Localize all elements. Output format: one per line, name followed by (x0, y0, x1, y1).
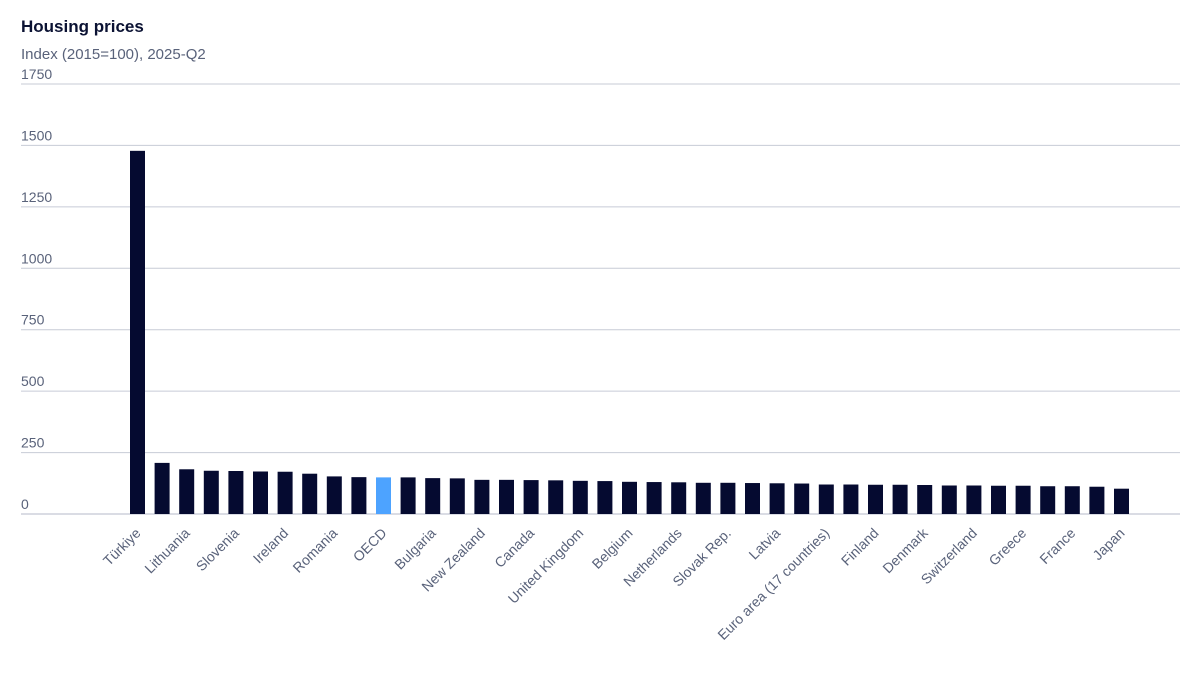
bar (326, 476, 342, 514)
x-tick-label: Japan (1089, 525, 1127, 563)
bar (720, 482, 736, 514)
y-tick-label: 1000 (21, 250, 52, 266)
y-tick-label: 500 (21, 373, 45, 389)
bar (769, 483, 785, 514)
bar (277, 471, 293, 514)
bar (130, 150, 145, 514)
bars (130, 150, 1129, 514)
bar (622, 481, 637, 514)
bar (917, 485, 933, 514)
x-tick-label: Canada (491, 525, 537, 571)
bar (646, 482, 662, 514)
x-tick-label: Türkiye (100, 525, 144, 569)
bar (818, 484, 834, 514)
grid-lines (21, 83, 1180, 515)
bar (745, 483, 760, 514)
bar (868, 484, 883, 514)
x-tick-label: Ireland (250, 525, 292, 567)
bar (572, 480, 588, 514)
bar (1040, 486, 1056, 514)
x-tick-label: Belgium (589, 525, 636, 572)
bar (203, 470, 219, 514)
y-tick-label: 750 (21, 312, 45, 328)
x-tick-label: Lithuania (141, 525, 193, 577)
x-tick-label: Slovenia (193, 525, 242, 574)
y-tick-label: 1250 (21, 189, 52, 205)
bar (425, 478, 441, 514)
bar (253, 471, 268, 514)
x-tick-label: Greece (985, 525, 1029, 569)
bar (892, 484, 908, 514)
bar (1114, 488, 1129, 514)
bar (351, 477, 367, 514)
bar (794, 483, 810, 514)
bar (154, 462, 170, 514)
bar (671, 482, 687, 514)
bar (499, 479, 514, 514)
chart-subtitle: Index (2015=100), 2025-Q2 (21, 46, 206, 63)
bar (449, 478, 465, 514)
bar (597, 481, 613, 514)
bar (1064, 486, 1080, 514)
bar (1089, 486, 1105, 514)
y-tick-label: 0 (21, 496, 29, 512)
bar (474, 479, 490, 514)
bar (228, 471, 244, 514)
x-tick-label: Latvia (745, 525, 783, 563)
x-tick-label: Bulgaria (391, 525, 439, 573)
bar (523, 480, 539, 514)
bar (376, 477, 391, 514)
bar (302, 473, 318, 514)
y-tick-label: 1500 (21, 127, 52, 143)
bar (991, 485, 1006, 514)
bar (941, 485, 957, 514)
bar (966, 485, 982, 514)
y-tick-label: 1750 (21, 66, 52, 82)
x-tick-label: Finland (838, 525, 882, 569)
y-tick-label: 250 (21, 435, 45, 451)
bar (1015, 485, 1031, 514)
bar (843, 484, 859, 514)
bar (695, 482, 711, 514)
chart-title: Housing prices (21, 17, 144, 36)
bar (179, 469, 195, 514)
bar (400, 477, 416, 514)
x-tick-label: Romania (289, 525, 340, 576)
x-tick-label: France (1036, 525, 1078, 567)
bar (548, 480, 564, 514)
y-axis-ticks: 0 250 500 750 1000 1250 1500 1750 (21, 66, 52, 512)
x-tick-label: OECD (350, 525, 390, 565)
